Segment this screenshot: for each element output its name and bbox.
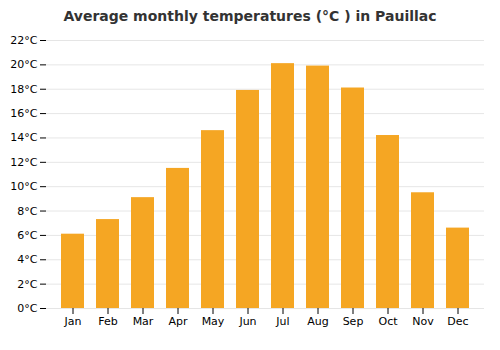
- html-text:Average monthly temperatures (: Average monthly temperatures (°C ) in Pa…: [63, 8, 437, 24]
- svg-text:10°C: 10°C: [10, 180, 37, 193]
- svg-text:Mar: Mar: [133, 315, 154, 328]
- svg-text:0°C: 0°C: [17, 302, 37, 315]
- svg-text:22°C: 22°C: [10, 34, 37, 47]
- svg-text:6°C: 6°C: [17, 229, 37, 242]
- svg-text:14°C: 14°C: [10, 131, 37, 144]
- svg-text:18°C: 18°C: [10, 83, 37, 96]
- svg-text:Nov: Nov: [412, 315, 434, 328]
- svg-text:Dec: Dec: [447, 315, 468, 328]
- svg-text:8°C: 8°C: [17, 205, 37, 218]
- svg-text:Jun: Jun: [238, 315, 256, 328]
- svg-text:Apr: Apr: [168, 315, 188, 328]
- svg-text:Jan: Jan: [64, 315, 82, 328]
- svg-text:May: May: [202, 315, 225, 328]
- svg-text:Sep: Sep: [343, 315, 364, 328]
- svg-text:Jul: Jul: [275, 315, 289, 328]
- svg-text:20°C: 20°C: [10, 58, 37, 71]
- svg-text:Feb: Feb: [98, 315, 117, 328]
- svg-text:Oct: Oct: [378, 315, 398, 328]
- svg-text:12°C: 12°C: [10, 156, 37, 169]
- svg-text:2°C: 2°C: [17, 278, 37, 291]
- svg-text:4°C: 4°C: [17, 253, 37, 266]
- svg-text:Aug: Aug: [307, 315, 328, 328]
- svg-text:16°C: 16°C: [10, 107, 37, 120]
